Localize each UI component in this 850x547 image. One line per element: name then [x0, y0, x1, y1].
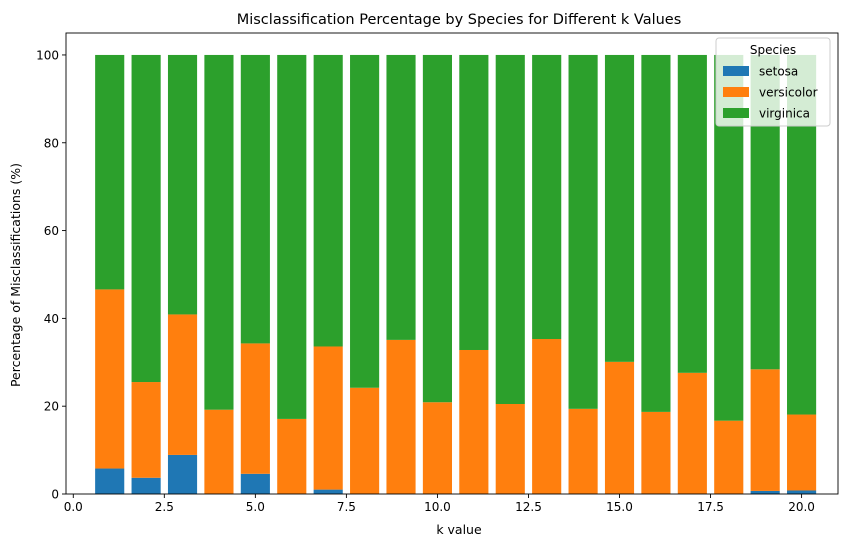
x-tick-label: 2.5	[155, 500, 174, 514]
legend-box	[715, 37, 831, 127]
bar-virginica-k2	[131, 54, 161, 383]
bars-group	[95, 54, 817, 494]
axes-group: 0.0 2.5 5.0 7.5 10.0 12.5 15.0 17.5 20.0 0 20 40 60 8…	[36, 32, 839, 514]
bar-versicolor-k14	[568, 408, 598, 494]
bar-versicolor-k7	[313, 346, 343, 490]
bar-versicolor-k12	[495, 403, 525, 494]
bar-virginica-k3	[167, 54, 198, 315]
y-tick-label: 20	[44, 400, 59, 414]
bar-virginica-k12	[495, 54, 525, 404]
bar-versicolor-k13	[532, 339, 562, 494]
y-tick-label: 0	[51, 488, 59, 502]
chart-title: Misclassification Percentage by Species …	[237, 12, 682, 28]
x-tick-label: 12.5	[515, 500, 542, 514]
legend-label-setosa: setosa	[759, 65, 798, 79]
x-tick-label: 15.0	[606, 500, 633, 514]
bar-versicolor-k5	[240, 343, 270, 474]
bar-virginica-k10	[422, 54, 452, 403]
legend-swatch-virginica	[723, 108, 749, 118]
x-tick-label: 20.0	[788, 500, 815, 514]
y-axis-title: Percentage of Misclassifications (%)	[8, 163, 23, 387]
x-axis-title: k value	[436, 522, 482, 537]
x-tick-label: 10.0	[424, 500, 451, 514]
legend: Species setosa versicolor virginica	[715, 37, 831, 127]
bar-virginica-k7	[313, 54, 343, 347]
bar-virginica-k5	[240, 54, 270, 344]
bar-setosa-k3	[167, 454, 198, 494]
bar-versicolor-k8	[350, 387, 380, 494]
bar-versicolor-k3	[167, 314, 198, 455]
x-tick-label: 0.0	[64, 500, 83, 514]
bar-versicolor-k2	[131, 382, 161, 478]
bar-virginica-k4	[204, 54, 234, 410]
bar-virginica-k1	[95, 54, 125, 290]
bar-versicolor-k10	[422, 402, 452, 494]
bar-virginica-k11	[459, 54, 489, 350]
bar-setosa-k7	[313, 489, 343, 494]
bar-setosa-k1	[95, 468, 125, 494]
plot-frame	[65, 32, 839, 495]
bar-virginica-k16	[641, 54, 671, 412]
bar-virginica-k6	[277, 54, 307, 419]
bar-virginica-k8	[350, 54, 380, 388]
bar-virginica-k13	[532, 54, 562, 340]
x-tick-label: 17.5	[697, 500, 724, 514]
x-tick-label: 5.0	[246, 500, 265, 514]
bar-virginica-k14	[568, 54, 598, 409]
bar-versicolor-k18	[714, 420, 744, 494]
bar-versicolor-k4	[204, 409, 234, 494]
legend-swatch-versicolor	[723, 87, 749, 97]
y-tick-label: 40	[44, 312, 59, 326]
bar-versicolor-k16	[641, 411, 671, 494]
bar-versicolor-k11	[459, 349, 489, 494]
bar-versicolor-k1	[95, 289, 125, 469]
legend-label-versicolor: versicolor	[759, 86, 818, 100]
bar-versicolor-k19	[750, 369, 780, 491]
bar-versicolor-k9	[386, 339, 416, 494]
bar-virginica-k9	[386, 54, 416, 340]
y-tick-label: 80	[44, 136, 59, 150]
bar-setosa-k2	[131, 477, 161, 494]
bar-versicolor-k20	[787, 414, 817, 491]
bar-virginica-k15	[604, 54, 635, 362]
bar-versicolor-k6	[277, 418, 307, 494]
x-tick-label: 7.5	[337, 500, 356, 514]
bar-versicolor-k17	[677, 372, 707, 494]
bar-versicolor-k15	[604, 361, 635, 494]
bar-setosa-k5	[240, 473, 270, 494]
bar-virginica-k17	[677, 54, 707, 373]
legend-swatch-setosa	[723, 66, 749, 76]
legend-label-virginica: virginica	[759, 107, 810, 121]
y-tick-label: 100	[36, 48, 59, 62]
bar-setosa-k20	[787, 490, 817, 494]
y-tick-label: 60	[44, 224, 59, 238]
bar-setosa-k19	[750, 490, 780, 494]
legend-title: Species	[750, 43, 796, 57]
